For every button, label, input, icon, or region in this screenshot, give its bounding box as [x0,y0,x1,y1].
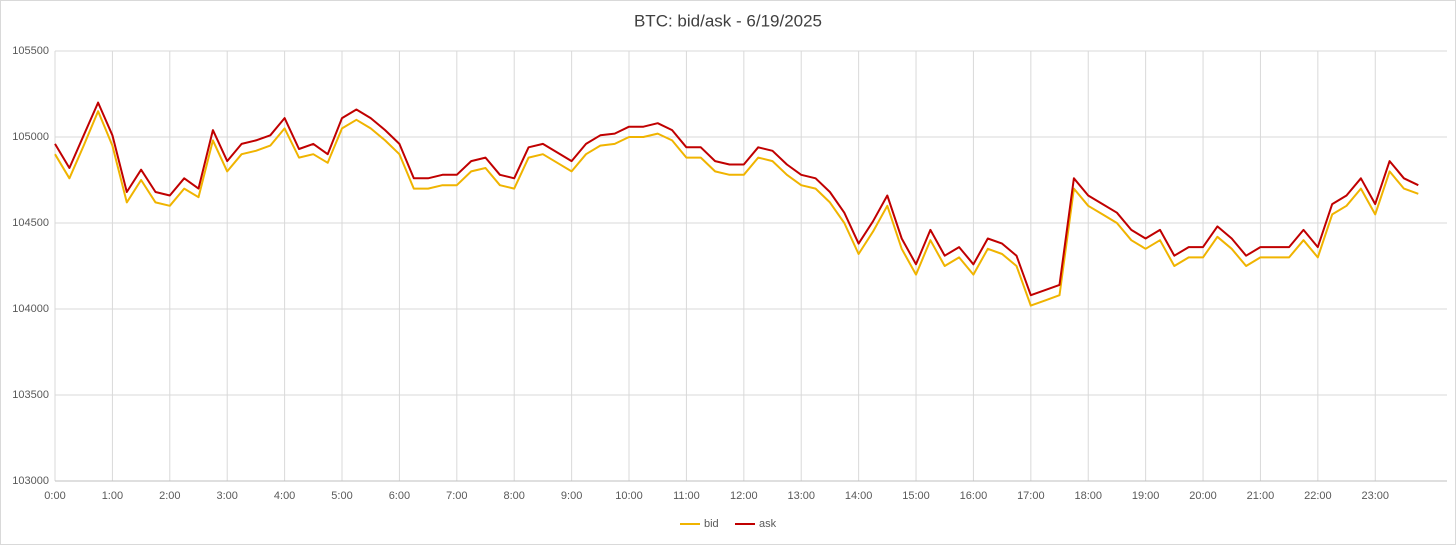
x-tick-label: 5:00 [331,490,352,502]
x-tick-label: 22:00 [1304,490,1332,502]
y-tick-label: 103500 [12,389,49,401]
x-tick-label: 12:00 [730,490,758,502]
x-tick-label: 15:00 [902,490,930,502]
series-line [54,101,1419,297]
x-tick-label: 3:00 [216,490,237,502]
x-tick-label: 20:00 [1189,490,1217,502]
series-line [54,110,1419,307]
x-tick-label: 11:00 [673,490,700,502]
x-tick-label: 14:00 [845,490,873,502]
y-tick-label: 103000 [12,475,49,487]
x-tick-label: 13:00 [787,490,815,502]
x-tick-label: 6:00 [389,490,410,502]
x-tick-label: 9:00 [561,490,582,502]
y-tick-label: 104500 [12,217,49,229]
y-tick-label: 105500 [12,45,49,57]
x-tick-label: 10:00 [615,490,643,502]
x-tick-label: 2:00 [159,490,180,502]
x-tick-label: 7:00 [446,490,467,502]
x-tick-label: 1:00 [102,490,123,502]
legend-label: ask [759,518,777,530]
y-tick-label: 104000 [12,303,49,315]
x-tick-label: 18:00 [1074,490,1102,502]
x-tick-label: 8:00 [504,490,525,502]
x-tick-label: 17:00 [1017,490,1045,502]
x-tick-label: 16:00 [960,490,988,502]
legend-label: bid [704,518,719,530]
x-tick-label: 19:00 [1132,490,1160,502]
x-tick-label: 21:00 [1247,490,1275,502]
x-tick-label: 23:00 [1361,490,1389,502]
x-tick-label: 0:00 [44,490,65,502]
y-tick-label: 105000 [12,131,49,143]
x-tick-label: 4:00 [274,490,295,502]
chart-title: BTC: bid/ask - 6/19/2025 [634,11,822,30]
